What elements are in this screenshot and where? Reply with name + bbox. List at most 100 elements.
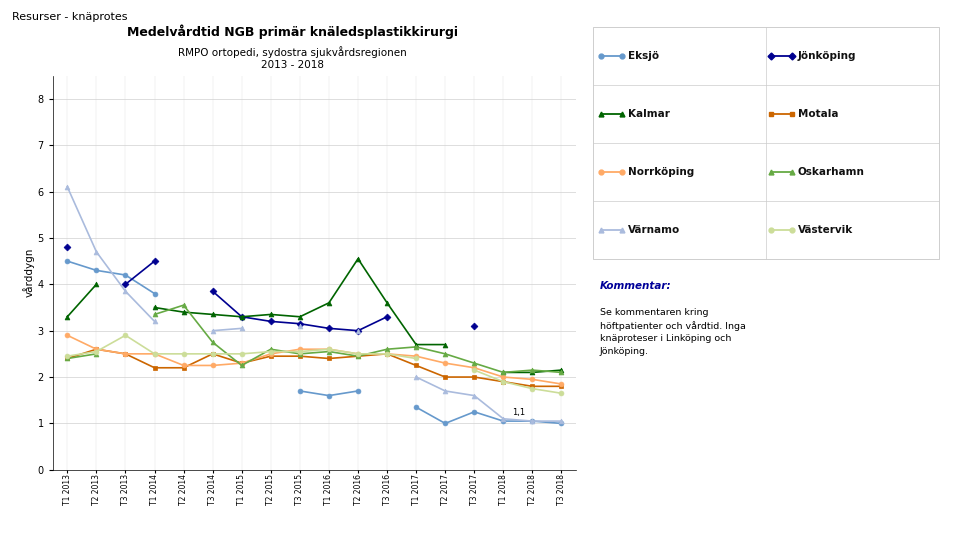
Motala <box>468 374 480 380</box>
Eksjö <box>556 420 567 427</box>
Värnamo <box>527 418 539 424</box>
Eksjö <box>468 409 480 415</box>
Text: Kommentar:: Kommentar: <box>600 281 672 291</box>
Värnamo <box>90 248 102 255</box>
Kalmar <box>440 341 451 348</box>
Text: Jönköping: Jönköping <box>798 51 856 61</box>
Norrköping <box>468 364 480 371</box>
Oskarhamn <box>265 346 276 353</box>
Värnamo <box>410 374 421 380</box>
Motala <box>497 379 509 385</box>
Motala <box>440 374 451 380</box>
Eksjö <box>352 388 364 394</box>
Jönköping <box>149 258 160 265</box>
Västervik <box>352 350 364 357</box>
Norrköping <box>556 381 567 387</box>
Eksjö <box>294 388 305 394</box>
Oskarhamn <box>527 367 539 373</box>
Oskarhamn <box>324 348 335 355</box>
Norrköping <box>149 350 160 357</box>
Kalmar <box>294 314 305 320</box>
Motala <box>381 350 393 357</box>
Norrköping <box>61 332 73 339</box>
Text: Motala: Motala <box>798 109 838 119</box>
Line: Västervik: Västervik <box>65 333 564 396</box>
Värnamo <box>468 393 480 399</box>
Kalmar <box>527 369 539 376</box>
Västervik <box>265 348 276 355</box>
Text: 2013 - 2018: 2013 - 2018 <box>261 60 324 71</box>
Oskarhamn <box>440 350 451 357</box>
Kalmar <box>324 300 335 306</box>
Oskarhamn <box>352 353 364 360</box>
Eksjö <box>61 258 73 265</box>
Eksjö <box>120 272 132 278</box>
Jönköping <box>207 288 219 294</box>
Värnamo <box>352 327 364 334</box>
Oskarhamn <box>236 362 248 369</box>
Motala <box>207 350 219 357</box>
Text: Eksjö: Eksjö <box>628 51 659 61</box>
Jönköping <box>236 314 248 320</box>
Kalmar <box>381 300 393 306</box>
Motala <box>324 355 335 362</box>
Kalmar <box>207 311 219 318</box>
Motala <box>265 353 276 360</box>
Värnamo <box>556 418 567 424</box>
Kalmar <box>410 341 421 348</box>
Text: Medelvårdtid NGB primär knäledsplastikkirurgi: Medelvårdtid NGB primär knäledsplastikki… <box>128 24 458 39</box>
Norrköping <box>120 350 132 357</box>
Jönköping <box>294 320 305 327</box>
Oskarhamn <box>468 360 480 366</box>
Jönköping <box>324 325 335 332</box>
Norrköping <box>440 360 451 366</box>
Eksjö <box>440 420 451 427</box>
Motala <box>527 383 539 389</box>
Norrköping <box>90 346 102 353</box>
Motala <box>149 364 160 371</box>
Oskarhamn <box>207 339 219 346</box>
Line: Eksjö: Eksjö <box>65 259 564 426</box>
Norrköping <box>178 362 189 369</box>
Värnamo <box>207 327 219 334</box>
Oskarhamn <box>381 346 393 353</box>
Line: Jönköping: Jönköping <box>65 245 477 333</box>
Värnamo <box>294 323 305 329</box>
Västervik <box>381 350 393 357</box>
Text: RMPO ortopedi, sydostra sjukvårdsregionen: RMPO ortopedi, sydostra sjukvårdsregione… <box>179 46 407 58</box>
Västervik <box>294 348 305 355</box>
Oskarhamn <box>497 369 509 376</box>
Kalmar <box>556 367 567 373</box>
Text: Norrköping: Norrköping <box>628 167 694 177</box>
Värnamo <box>149 318 160 325</box>
Line: Norrköping: Norrköping <box>65 333 564 387</box>
Västervik <box>61 353 73 360</box>
Norrköping <box>410 353 421 360</box>
Eksjö <box>324 393 335 399</box>
Kalmar <box>178 309 189 315</box>
Oskarhamn <box>294 350 305 357</box>
Jönköping <box>61 244 73 251</box>
Västervik <box>149 350 160 357</box>
Oskarhamn <box>149 311 160 318</box>
Kalmar <box>352 255 364 262</box>
Värnamo <box>236 325 248 332</box>
Text: Värnamo: Värnamo <box>628 225 680 235</box>
Motala <box>120 350 132 357</box>
Y-axis label: vårddygn: vårddygn <box>23 248 35 298</box>
Text: Oskarhamn: Oskarhamn <box>798 167 865 177</box>
Motala <box>410 362 421 369</box>
Text: Se kommentaren kring
höftpatienter och vårdtid. Inga
knäproteser i Linköping och: Se kommentaren kring höftpatienter och v… <box>600 308 746 356</box>
Västervik <box>120 332 132 339</box>
Värnamo <box>497 416 509 422</box>
Text: Västervik: Västervik <box>798 225 853 235</box>
Kalmar <box>149 304 160 310</box>
Eksjö <box>527 418 539 424</box>
Kalmar <box>61 314 73 320</box>
Värnamo <box>120 288 132 294</box>
Västervik <box>468 367 480 373</box>
Västervik <box>556 390 567 396</box>
Motala <box>352 353 364 360</box>
Line: Kalmar: Kalmar <box>65 256 564 375</box>
Jönköping <box>468 323 480 329</box>
